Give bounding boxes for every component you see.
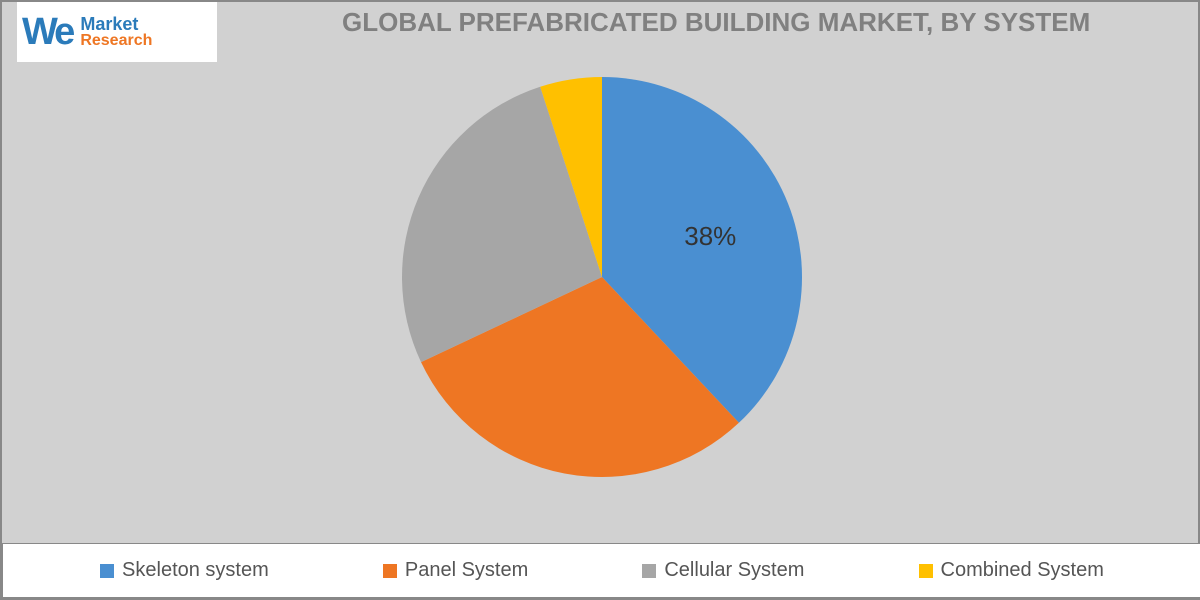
chart-title: GLOBAL PREFABRICATED BUILDING MARKET, BY… — [342, 7, 1198, 38]
logo-text: Market Research — [80, 15, 152, 49]
chart-container: We Market Research GLOBAL PREFABRICATED … — [0, 0, 1200, 600]
legend-label: Cellular System — [664, 559, 804, 582]
logo-sub: Research — [80, 33, 152, 49]
pie-chart: 38% — [2, 57, 1200, 497]
legend-swatch — [642, 564, 656, 578]
legend-swatch — [383, 564, 397, 578]
legend-label: Skeleton system — [122, 559, 269, 582]
logo-main: Market — [80, 15, 152, 33]
legend-item: Cellular System — [642, 559, 804, 582]
legend-item: Combined System — [919, 559, 1104, 582]
legend-item: Skeleton system — [100, 559, 269, 582]
legend-item: Panel System — [383, 559, 528, 582]
pie-data-label: 38% — [684, 221, 736, 252]
legend-label: Panel System — [405, 559, 528, 582]
legend-swatch — [100, 564, 114, 578]
logo: We Market Research — [17, 2, 217, 62]
legend: Skeleton system Panel System Cellular Syst… — [2, 543, 1200, 598]
legend-label: Combined System — [941, 559, 1104, 582]
pie-svg — [402, 77, 802, 477]
legend-swatch — [919, 564, 933, 578]
logo-icon: We — [22, 11, 72, 54]
